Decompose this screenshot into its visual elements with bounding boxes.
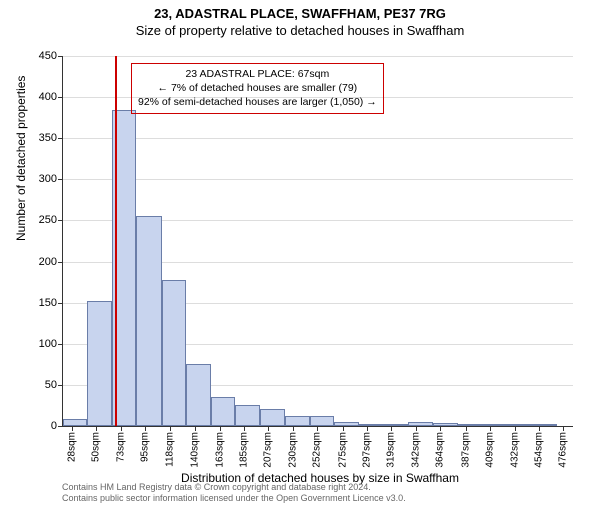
y-axis-label: Number of detached properties [14,76,28,241]
histogram-bar [235,405,260,426]
histogram-bar [211,397,235,426]
page-title: 23, ADASTRAL PLACE, SWAFFHAM, PE37 7RG [0,6,600,21]
xtick-mark [268,426,269,431]
gridline [63,179,573,180]
histogram-bar [458,424,482,426]
gridline [63,138,573,139]
xtick-mark [317,426,318,431]
histogram-bar [433,423,458,426]
ytick-label: 300 [39,173,63,185]
xtick-label: 432sqm [509,432,520,468]
ytick-label: 0 [51,420,63,432]
callout-box: 23 ADASTRAL PLACE: 67sqm← 7% of detached… [131,63,384,114]
xtick-mark [539,426,540,431]
xtick-label: 319sqm [385,432,396,468]
ytick-label: 350 [39,132,63,144]
xtick-label: 118sqm [165,432,176,467]
histogram-bar [310,416,334,426]
histogram-bar [186,364,211,426]
xtick-mark [515,426,516,431]
xtick-mark [244,426,245,431]
xtick-label: 476sqm [558,432,569,468]
xtick-label: 50sqm [90,432,101,462]
xtick-mark [490,426,491,431]
histogram-bar [285,416,310,426]
ytick-label: 50 [45,379,63,391]
xtick-label: 28sqm [66,432,77,462]
xtick-mark [195,426,196,431]
ytick-label: 200 [39,256,63,268]
xtick-mark [293,426,294,431]
xtick-mark [121,426,122,431]
ytick-label: 450 [39,50,63,62]
callout-line-3: 92% of semi-detached houses are larger (… [138,95,377,109]
xtick-label: 297sqm [361,432,372,468]
xtick-mark [145,426,146,431]
xtick-label: 252sqm [312,432,323,468]
histogram-bar [136,216,161,426]
ytick-label: 400 [39,91,63,103]
xtick-label: 185sqm [238,432,249,468]
xtick-mark [466,426,467,431]
xtick-label: 207sqm [263,432,274,468]
xtick-label: 387sqm [460,432,471,468]
xtick-mark [367,426,368,431]
histogram-bar [334,422,359,426]
xtick-mark [343,426,344,431]
histogram-bar [531,424,556,426]
histogram-bar [507,424,531,426]
xtick-label: 364sqm [435,432,446,468]
page-subtitle: Size of property relative to detached ho… [0,23,600,38]
histogram-bar [162,280,186,426]
xtick-mark [440,426,441,431]
histogram-bar [383,424,408,426]
ytick-label: 100 [39,338,63,350]
xtick-mark [96,426,97,431]
xtick-label: 163sqm [214,432,225,468]
callout-line-1: 23 ADASTRAL PLACE: 67sqm [138,67,377,81]
histogram-bar [63,419,87,426]
histogram-bar [482,424,507,426]
ytick-label: 150 [39,297,63,309]
histogram-bar [359,424,383,426]
xtick-label: 140sqm [189,432,200,468]
footer-line-1: Contains HM Land Registry data © Crown c… [62,482,406,493]
histogram-chart: 05010015020025030035040045028sqm50sqm73s… [62,56,572,426]
xtick-label: 95sqm [140,432,151,462]
xtick-label: 342sqm [411,432,422,468]
xtick-mark [72,426,73,431]
gridline [63,56,573,57]
footer-line-2: Contains public sector information licen… [62,493,406,504]
ytick-label: 250 [39,214,63,226]
xtick-mark [563,426,564,431]
xtick-mark [416,426,417,431]
xtick-mark [391,426,392,431]
xtick-label: 275sqm [337,432,348,468]
histogram-bar [87,301,112,426]
callout-line-2: ← 7% of detached houses are smaller (79) [138,81,377,95]
xtick-label: 73sqm [116,432,127,462]
histogram-bar [408,422,432,426]
xtick-label: 409sqm [484,432,495,468]
property-marker-line [115,56,117,426]
histogram-bar [260,409,284,426]
footer-attribution: Contains HM Land Registry data © Crown c… [62,482,406,504]
xtick-mark [170,426,171,431]
xtick-mark [220,426,221,431]
xtick-label: 230sqm [288,432,299,468]
xtick-label: 454sqm [534,432,545,468]
